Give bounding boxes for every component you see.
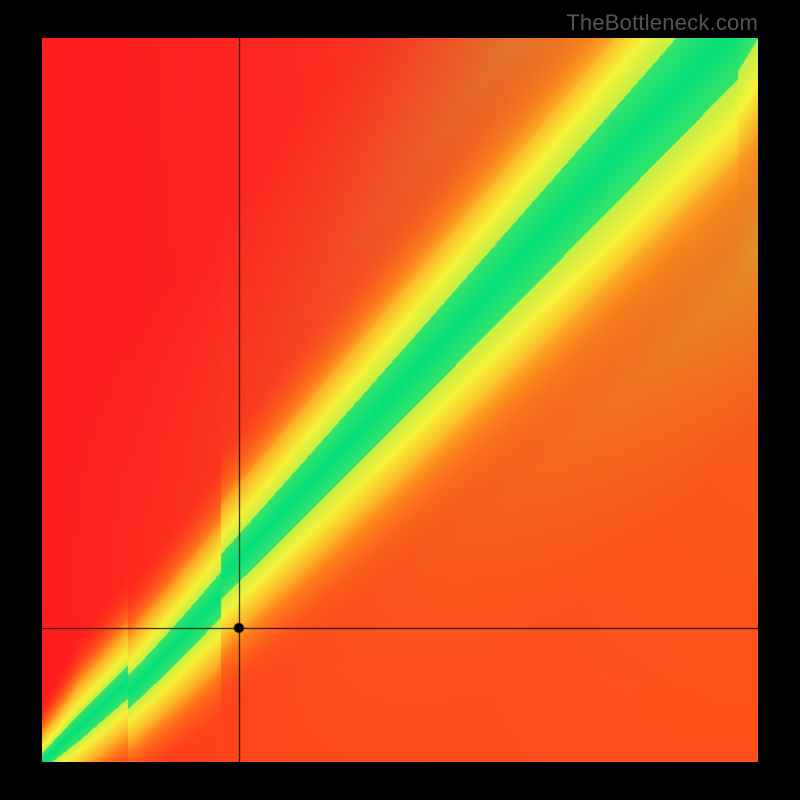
bottleneck-heatmap (42, 38, 758, 762)
watermark-text: TheBottleneck.com (566, 10, 758, 36)
